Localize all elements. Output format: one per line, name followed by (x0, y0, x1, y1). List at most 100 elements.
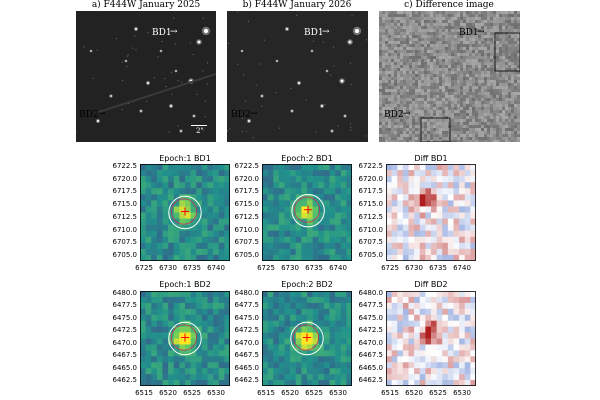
noise-pixel (451, 92, 454, 95)
noise-pixel (481, 56, 484, 59)
cutout-pixel (346, 338, 352, 345)
noise-pixel (466, 41, 469, 44)
noise-pixel (472, 11, 475, 14)
cutout-pixel (329, 314, 336, 321)
cutout-pixel (386, 224, 392, 231)
cutout-pixel (201, 374, 208, 381)
noise-pixel (442, 125, 445, 128)
noise-pixel (505, 41, 508, 44)
noise-pixel (490, 68, 493, 71)
noise-pixel (496, 131, 499, 134)
cutout-pixel (346, 308, 352, 316)
noise-pixel (457, 29, 460, 32)
cutout-pixel (284, 182, 291, 189)
noise-pixel (484, 116, 487, 119)
noise-pixel (517, 71, 520, 74)
noise-pixel (487, 71, 490, 74)
cutout-pixel (156, 188, 163, 195)
noise-pixel (481, 53, 484, 56)
cutout-pixel (262, 338, 268, 345)
noise-pixel (406, 20, 409, 23)
noise-pixel (409, 14, 412, 17)
cutout-pixel (453, 176, 460, 183)
cutout-pixel (307, 356, 313, 363)
noise-pixel (448, 137, 451, 140)
noise-pixel (460, 92, 463, 95)
cutout-pixel (431, 200, 437, 207)
noise-pixel (478, 62, 481, 65)
noise-pixel (514, 47, 517, 50)
noise-pixel (517, 62, 520, 65)
y-tick-label: 6712.5 (234, 212, 260, 221)
noise-pixel (382, 41, 385, 44)
noise-pixel (472, 71, 475, 74)
noise-pixel (514, 131, 517, 134)
noise-pixel (421, 86, 424, 89)
noise-pixel (460, 59, 463, 62)
noise-pixel (379, 113, 382, 116)
noise-pixel (388, 140, 391, 142)
noise-pixel (421, 20, 424, 23)
noise-pixel (517, 29, 520, 32)
cutout-pixel (436, 302, 443, 310)
cutout-pixel (140, 164, 146, 171)
x-tick-label: 6730 (159, 264, 177, 272)
cutout-pixel (173, 164, 180, 171)
noise-pixel (517, 125, 520, 128)
cutout-pixel (278, 170, 285, 177)
cutout-pixel (278, 188, 285, 195)
cutout-pixel (464, 368, 471, 375)
noise-pixel (502, 92, 505, 95)
star (354, 28, 360, 34)
cutout-pixel (442, 248, 449, 256)
noise-pixel (445, 80, 448, 83)
noise-pixel (454, 14, 457, 17)
noise-pixel (445, 92, 448, 95)
noise-pixel (394, 101, 397, 104)
cutout-pixel (436, 291, 443, 298)
noise-pixel (415, 47, 418, 50)
faint-source (207, 62, 209, 64)
cutout-pixel (323, 344, 330, 351)
cutout-pixel (312, 194, 319, 201)
noise-pixel (466, 62, 469, 65)
cutout-pixel (459, 236, 466, 244)
noise-pixel (469, 26, 472, 29)
noise-pixel (496, 101, 499, 104)
noise-pixel (517, 35, 520, 38)
star (291, 110, 293, 112)
noise-pixel (412, 95, 415, 98)
y-tick-label: 6467.5 (358, 351, 384, 360)
cutout-pixel (201, 368, 208, 375)
noise-pixel (427, 131, 430, 134)
noise-pixel (436, 14, 439, 17)
noise-pixel (421, 83, 424, 86)
noise-pixel (493, 113, 496, 116)
cutout-pixel (335, 236, 342, 244)
cutout-pixel (284, 188, 291, 195)
noise-pixel (424, 11, 427, 14)
cutout-pixel (312, 170, 319, 177)
noise-pixel (493, 77, 496, 80)
cutout-pixel (140, 230, 146, 238)
cutout-pixel (414, 200, 421, 207)
cutout-pixel (162, 368, 169, 375)
noise-pixel (460, 128, 463, 131)
cutout-pixel (442, 332, 449, 339)
noise-pixel (421, 110, 424, 113)
cutout-pixel (340, 242, 347, 250)
y-tick-label: 6717.5 (112, 187, 138, 196)
cutout-pixel (436, 350, 443, 357)
noise-pixel (481, 101, 484, 104)
cutout-pixel (386, 296, 392, 304)
noise-pixel (478, 14, 481, 17)
noise-pixel (433, 83, 436, 86)
cutout-pixel (201, 170, 208, 177)
noise-pixel (463, 32, 466, 35)
noise-pixel (439, 125, 442, 128)
noise-pixel (436, 74, 439, 77)
cutout-pixel (402, 291, 409, 298)
noise-pixel (421, 65, 424, 68)
noise-pixel (478, 50, 481, 53)
noise-pixel (403, 41, 406, 44)
